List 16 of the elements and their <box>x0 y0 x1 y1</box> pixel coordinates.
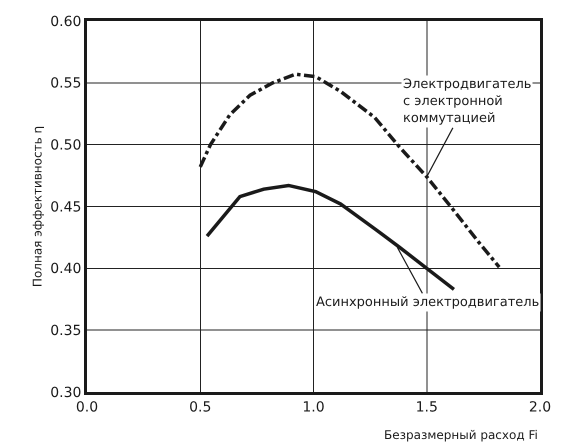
x-tick-label: 0.0 <box>76 400 98 416</box>
x-tick-label: 1.0 <box>302 400 325 416</box>
y-tick-label: 0.40 <box>50 261 82 278</box>
x-tick-label: 1.5 <box>416 400 438 416</box>
x-tick-label: 0.5 <box>189 400 212 416</box>
x-tick-label: 2.0 <box>528 400 552 416</box>
y-tick-label: 0.35 <box>50 323 82 340</box>
annotation: Асинхронный электродвигатель <box>316 295 540 310</box>
y-tick-label: 0.30 <box>50 384 82 401</box>
y-axis-title: Полная эффективность η <box>30 126 45 288</box>
x-axis-title: Безразмерный расход Fi <box>384 428 538 442</box>
y-tick-label: 0.50 <box>50 138 82 154</box>
y-tick-label: 0.55 <box>50 76 82 92</box>
y-tick-label: 0.45 <box>50 199 82 216</box>
y-tick-label: 0.60 <box>50 14 82 30</box>
annotation: Электродвигатель с электронной коммутацией <box>403 77 532 126</box>
